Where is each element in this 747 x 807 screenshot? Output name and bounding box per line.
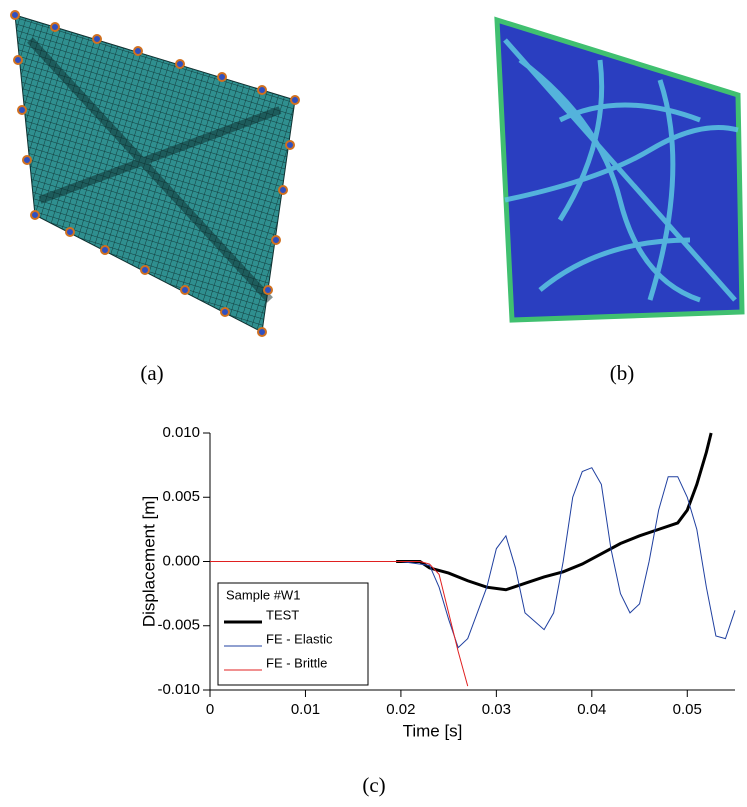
series-line — [396, 432, 713, 592]
legend-label: FE - Elastic — [266, 631, 333, 646]
x-tick-label: 0.05 — [673, 701, 702, 718]
x-tick-label: 0.02 — [386, 701, 415, 718]
mesh-image — [10, 10, 300, 337]
y-tick-label: -0.005 — [157, 617, 200, 634]
legend-label: TEST — [266, 607, 299, 622]
legend-label: FE - Brittle — [266, 655, 327, 670]
y-tick-label: 0.000 — [162, 552, 200, 569]
series-line — [210, 467, 736, 649]
series-line — [210, 561, 469, 687]
x-tick-label: 0.04 — [577, 701, 606, 718]
x-tick-label: 0.03 — [482, 701, 511, 718]
y-tick-label: 0.010 — [162, 424, 200, 441]
x-tick-label: 0 — [206, 701, 214, 718]
y-tick-label: -0.010 — [157, 681, 200, 698]
contour-image — [494, 16, 745, 323]
caption: (b) — [610, 361, 635, 385]
y-axis-label: Displacement [m] — [139, 496, 158, 627]
x-axis-label: Time [s] — [403, 721, 463, 740]
caption: (c) — [362, 773, 385, 797]
caption: (a) — [140, 361, 163, 385]
legend-box — [217, 582, 369, 686]
x-tick-label: 0.01 — [291, 701, 320, 718]
y-tick-label: 0.005 — [162, 488, 200, 505]
legend-title: Sample #W1 — [226, 587, 300, 602]
